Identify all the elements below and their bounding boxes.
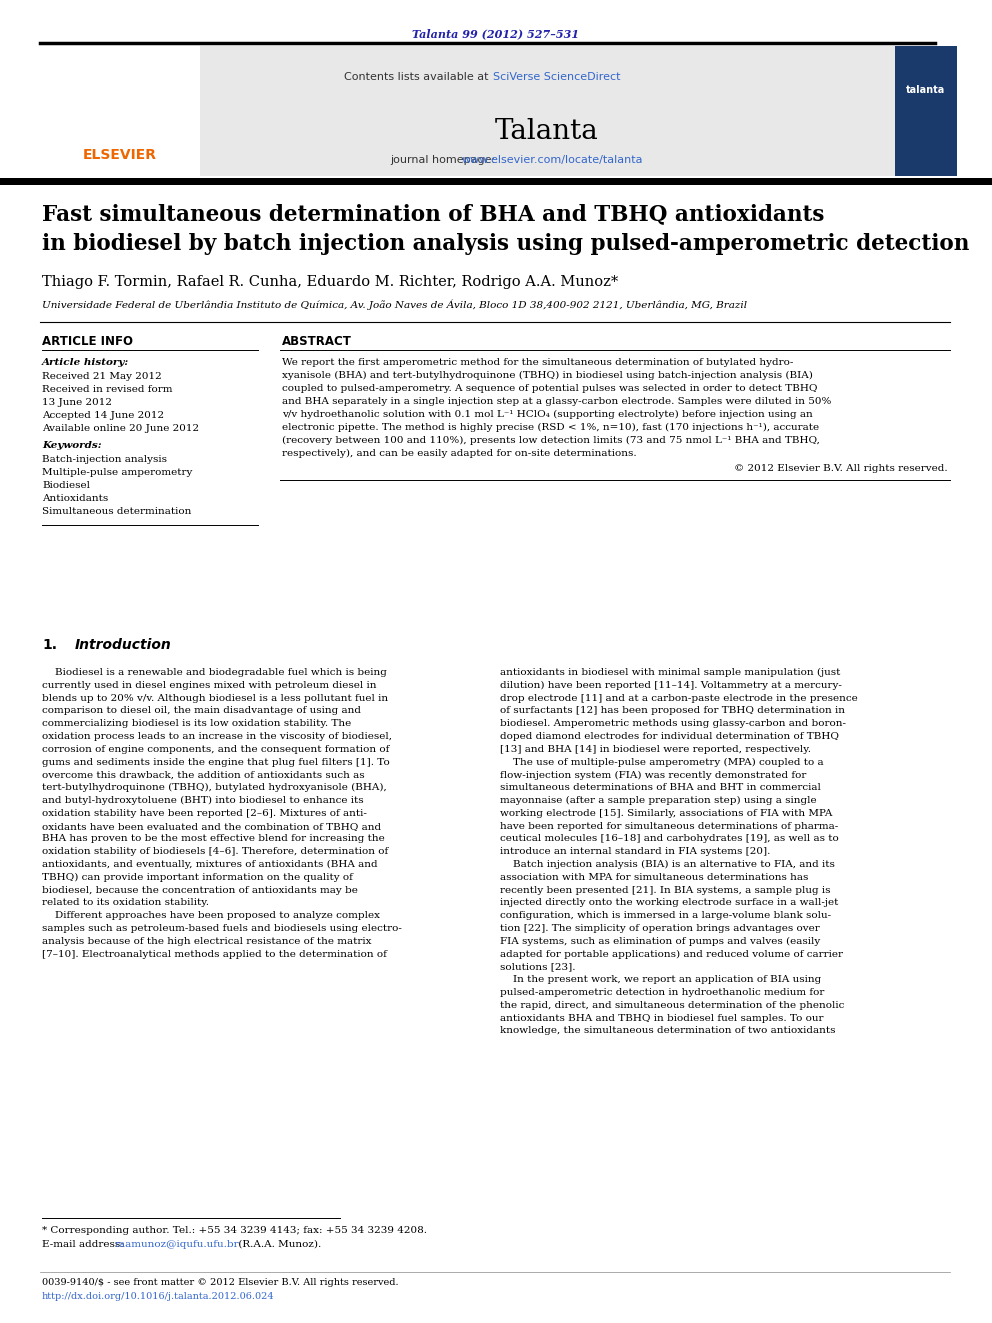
Text: journal homepage:: journal homepage:	[390, 155, 499, 165]
Text: simultaneous determinations of BHA and BHT in commercial: simultaneous determinations of BHA and B…	[500, 783, 820, 792]
Text: Article history:: Article history:	[42, 359, 129, 366]
Text: injected directly onto the working electrode surface in a wall-jet: injected directly onto the working elect…	[500, 898, 838, 908]
Text: tert-butylhydroquinone (TBHQ), butylated hydroxyanisole (BHA),: tert-butylhydroquinone (TBHQ), butylated…	[42, 783, 387, 792]
Text: FIA systems, such as elimination of pumps and valves (easily: FIA systems, such as elimination of pump…	[500, 937, 820, 946]
Text: TBHQ) can provide important information on the quality of: TBHQ) can provide important information …	[42, 873, 353, 882]
Text: 1.: 1.	[42, 638, 57, 652]
Text: introduce an internal standard in FIA systems [20].: introduce an internal standard in FIA sy…	[500, 847, 771, 856]
Text: http://dx.doi.org/10.1016/j.talanta.2012.06.024: http://dx.doi.org/10.1016/j.talanta.2012…	[42, 1293, 275, 1301]
Text: currently used in diesel engines mixed with petroleum diesel in: currently used in diesel engines mixed w…	[42, 681, 377, 689]
Text: the rapid, direct, and simultaneous determination of the phenolic: the rapid, direct, and simultaneous dete…	[500, 1000, 844, 1009]
Text: Talanta: Talanta	[495, 118, 599, 146]
Text: Antioxidants: Antioxidants	[42, 493, 108, 503]
Text: configuration, which is immersed in a large-volume blank solu-: configuration, which is immersed in a la…	[500, 912, 831, 921]
Text: [13] and BHA [14] in biodiesel were reported, respectively.: [13] and BHA [14] in biodiesel were repo…	[500, 745, 811, 754]
Text: analysis because of the high electrical resistance of the matrix: analysis because of the high electrical …	[42, 937, 371, 946]
Text: association with MPA for simultaneous determinations has: association with MPA for simultaneous de…	[500, 873, 808, 882]
Text: Multiple-pulse amperometry: Multiple-pulse amperometry	[42, 468, 192, 478]
Text: tion [22]. The simplicity of operation brings advantages over: tion [22]. The simplicity of operation b…	[500, 923, 819, 933]
Text: corrosion of engine components, and the consequent formation of: corrosion of engine components, and the …	[42, 745, 390, 754]
Text: Accepted 14 June 2012: Accepted 14 June 2012	[42, 411, 164, 419]
Text: solutions [23].: solutions [23].	[500, 962, 575, 971]
Text: samples such as petroleum-based fuels and biodiesels using electro-: samples such as petroleum-based fuels an…	[42, 923, 402, 933]
Text: Talanta 99 (2012) 527–531: Talanta 99 (2012) 527–531	[413, 28, 579, 38]
Text: talanta: talanta	[907, 85, 945, 95]
Text: electronic pipette. The method is highly precise (RSD < 1%, n=10), fast (170 inj: electronic pipette. The method is highly…	[282, 423, 819, 433]
Text: and BHA separately in a single injection step at a glassy-carbon electrode. Samp: and BHA separately in a single injection…	[282, 397, 831, 406]
Text: Universidade Federal de Uberlândia Instituto de Química, Av. João Naves de Ávila: Universidade Federal de Uberlândia Insti…	[42, 300, 747, 311]
Text: recently been presented [21]. In BIA systems, a sample plug is: recently been presented [21]. In BIA sys…	[500, 885, 830, 894]
Text: www.elsevier.com/locate/talanta: www.elsevier.com/locate/talanta	[462, 155, 644, 165]
Text: Keywords:: Keywords:	[42, 441, 101, 450]
Text: ELSEVIER: ELSEVIER	[83, 148, 157, 161]
Text: of surfactants [12] has been proposed for TBHQ determination in: of surfactants [12] has been proposed fo…	[500, 706, 845, 716]
Text: related to its oxidation stability.: related to its oxidation stability.	[42, 898, 209, 908]
Text: Biodiesel is a renewable and biodegradable fuel which is being: Biodiesel is a renewable and biodegradab…	[42, 668, 387, 677]
Text: Received in revised form: Received in revised form	[42, 385, 173, 394]
Text: oxidation process leads to an increase in the viscosity of biodiesel,: oxidation process leads to an increase i…	[42, 732, 392, 741]
Text: biodiesel. Amperometric methods using glassy-carbon and boron-: biodiesel. Amperometric methods using gl…	[500, 720, 846, 728]
Text: We report the first amperometric method for the simultaneous determination of bu: We report the first amperometric method …	[282, 359, 794, 366]
Text: Fast simultaneous determination of BHA and TBHQ antioxidants: Fast simultaneous determination of BHA a…	[42, 202, 824, 225]
Text: have been reported for simultaneous determinations of pharma-: have been reported for simultaneous dete…	[500, 822, 838, 831]
Text: blends up to 20% v/v. Although biodiesel is a less pollutant fuel in: blends up to 20% v/v. Although biodiesel…	[42, 693, 388, 703]
Text: oxidation stability have been reported [2–6]. Mixtures of anti-: oxidation stability have been reported […	[42, 808, 367, 818]
Text: gums and sediments inside the engine that plug fuel filters [1]. To: gums and sediments inside the engine tha…	[42, 758, 390, 766]
Text: oxidation stability of biodiesels [4–6]. Therefore, determination of: oxidation stability of biodiesels [4–6].…	[42, 847, 388, 856]
Text: Thiago F. Tormin, Rafael R. Cunha, Eduardo M. Richter, Rodrigo A.A. Munoz*: Thiago F. Tormin, Rafael R. Cunha, Eduar…	[42, 275, 618, 288]
Text: Batch-injection analysis: Batch-injection analysis	[42, 455, 167, 464]
Text: v/v hydroethanolic solution with 0.1 mol L⁻¹ HClO₄ (supporting electrolyte) befo: v/v hydroethanolic solution with 0.1 mol…	[282, 410, 812, 419]
Bar	[0, 179, 992, 185]
Text: Different approaches have been proposed to analyze complex: Different approaches have been proposed …	[42, 912, 380, 921]
Text: antioxidants, and eventually, mixtures of antioxidants (BHA and: antioxidants, and eventually, mixtures o…	[42, 860, 378, 869]
Text: drop electrode [11] and at a carbon-paste electrode in the presence: drop electrode [11] and at a carbon-past…	[500, 693, 858, 703]
Text: knowledge, the simultaneous determination of two antioxidants: knowledge, the simultaneous determinatio…	[500, 1027, 835, 1036]
Text: Received 21 May 2012: Received 21 May 2012	[42, 372, 162, 381]
Text: Batch injection analysis (BIA) is an alternative to FIA, and its: Batch injection analysis (BIA) is an alt…	[500, 860, 835, 869]
Text: commercializing biodiesel is its low oxidation stability. The: commercializing biodiesel is its low oxi…	[42, 720, 351, 728]
Text: SciVerse ScienceDirect: SciVerse ScienceDirect	[493, 71, 621, 82]
Text: respectively), and can be easily adapted for on-site determinations.: respectively), and can be easily adapted…	[282, 448, 637, 458]
Text: * Corresponding author. Tel.: +55 34 3239 4143; fax: +55 34 3239 4208.: * Corresponding author. Tel.: +55 34 323…	[42, 1226, 427, 1234]
Text: xyanisole (BHA) and tert-butylhydroquinone (TBHQ) in biodiesel using batch-injec: xyanisole (BHA) and tert-butylhydroquino…	[282, 370, 812, 380]
Text: Simultaneous determination: Simultaneous determination	[42, 507, 191, 516]
Text: pulsed-amperometric detection in hydroethanolic medium for: pulsed-amperometric detection in hydroet…	[500, 988, 824, 998]
Bar	[200, 46, 895, 176]
Text: in biodiesel by batch injection analysis using pulsed-amperometric detection: in biodiesel by batch injection analysis…	[42, 233, 969, 255]
Bar	[40, 46, 200, 176]
Text: antioxidants in biodiesel with minimal sample manipulation (just: antioxidants in biodiesel with minimal s…	[500, 668, 840, 677]
Text: comparison to diesel oil, the main disadvantage of using and: comparison to diesel oil, the main disad…	[42, 706, 361, 716]
Text: Biodiesel: Biodiesel	[42, 482, 90, 490]
Text: working electrode [15]. Similarly, associations of FIA with MPA: working electrode [15]. Similarly, assoc…	[500, 808, 832, 818]
Text: © 2012 Elsevier B.V. All rights reserved.: © 2012 Elsevier B.V. All rights reserved…	[734, 464, 948, 474]
Text: BHA has proven to be the most effective blend for increasing the: BHA has proven to be the most effective …	[42, 835, 385, 843]
Text: Available online 20 June 2012: Available online 20 June 2012	[42, 423, 199, 433]
Text: antioxidants BHA and TBHQ in biodiesel fuel samples. To our: antioxidants BHA and TBHQ in biodiesel f…	[500, 1013, 823, 1023]
Text: raamunoz@iqufu.ufu.br: raamunoz@iqufu.ufu.br	[115, 1240, 240, 1249]
Text: 0039-9140/$ - see front matter © 2012 Elsevier B.V. All rights reserved.: 0039-9140/$ - see front matter © 2012 El…	[42, 1278, 399, 1287]
Text: overcome this drawback, the addition of antioxidants such as: overcome this drawback, the addition of …	[42, 770, 365, 779]
Text: adapted for portable applications) and reduced volume of carrier: adapted for portable applications) and r…	[500, 950, 843, 959]
Text: mayonnaise (after a sample preparation step) using a single: mayonnaise (after a sample preparation s…	[500, 796, 816, 806]
Text: Introduction: Introduction	[75, 638, 172, 652]
Text: E-mail address:: E-mail address:	[42, 1240, 127, 1249]
Text: ceutical molecules [16–18] and carbohydrates [19], as well as to: ceutical molecules [16–18] and carbohydr…	[500, 835, 839, 843]
Text: flow-injection system (FIA) was recently demonstrated for: flow-injection system (FIA) was recently…	[500, 770, 806, 779]
Text: oxidants have been evaluated and the combination of TBHQ and: oxidants have been evaluated and the com…	[42, 822, 381, 831]
Text: In the present work, we report an application of BIA using: In the present work, we report an applic…	[500, 975, 821, 984]
Text: 13 June 2012: 13 June 2012	[42, 398, 112, 407]
Text: [7–10]. Electroanalytical methods applied to the determination of: [7–10]. Electroanalytical methods applie…	[42, 950, 387, 959]
Bar	[895, 46, 957, 176]
Text: and butyl-hydroxytoluene (BHT) into biodiesel to enhance its: and butyl-hydroxytoluene (BHT) into biod…	[42, 796, 364, 806]
Text: (R.A.A. Munoz).: (R.A.A. Munoz).	[235, 1240, 321, 1249]
Text: (recovery between 100 and 110%), presents low detection limits (73 and 75 nmol L: (recovery between 100 and 110%), present…	[282, 437, 819, 445]
Text: dilution) have been reported [11–14]. Voltammetry at a mercury-: dilution) have been reported [11–14]. Vo…	[500, 681, 842, 689]
Text: ABSTRACT: ABSTRACT	[282, 335, 352, 348]
Text: coupled to pulsed-amperometry. A sequence of potential pulses was selected in or: coupled to pulsed-amperometry. A sequenc…	[282, 384, 817, 393]
Text: biodiesel, because the concentration of antioxidants may be: biodiesel, because the concentration of …	[42, 885, 358, 894]
Text: doped diamond electrodes for individual determination of TBHQ: doped diamond electrodes for individual …	[500, 732, 839, 741]
Text: Contents lists available at: Contents lists available at	[344, 71, 492, 82]
Text: ARTICLE INFO: ARTICLE INFO	[42, 335, 133, 348]
Text: The use of multiple-pulse amperometry (MPA) coupled to a: The use of multiple-pulse amperometry (M…	[500, 758, 823, 767]
